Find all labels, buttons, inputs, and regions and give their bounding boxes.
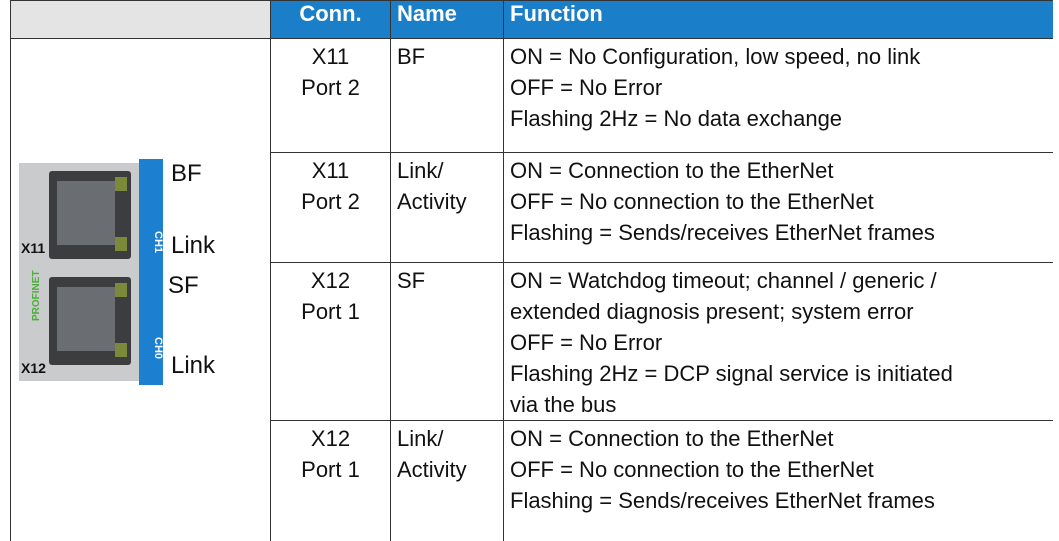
jack-led (115, 237, 127, 251)
device-image: X11 X12 PROFINET CH1 CH0 BF Link SF Link (19, 159, 216, 385)
header-row: Conn. Name Function (10, 0, 1053, 39)
image-cell: X11 X12 PROFINET CH1 CH0 BF Link SF Link (10, 38, 271, 541)
channel-label: CH1 (152, 231, 164, 253)
cell-line: Port 1 (301, 457, 360, 482)
function-cell: ON = No Configuration, low speed, no lin… (503, 38, 1053, 153)
function-cell: ON = Connection to the EtherNet OFF = No … (503, 152, 1053, 263)
cell-line: X11 (311, 44, 350, 69)
led-label: BF (171, 160, 202, 187)
jack-inner (57, 181, 115, 245)
name-cell: Link/Activity (390, 420, 504, 541)
conn-cell: X12 Port 1 (270, 420, 391, 541)
logo: PROFINET (31, 270, 42, 321)
table-row: X12 Port 1 SF ON = Watchdog timeout; channe… (11, 262, 1053, 421)
table-body: X11 X12 PROFINET CH1 CH0 BF Link SF Link X11 Port … (10, 38, 1053, 541)
led-table: Conn. Name Function X11 X12 PROFINET CH1 CH0… (10, 0, 1053, 541)
cell-line: Port 2 (301, 75, 360, 100)
port-label: X12 (21, 360, 46, 376)
name-cell: Link/Activity (390, 152, 504, 263)
cell-line: Flashing 2Hz = No data exchange (510, 106, 843, 131)
cell-line: Port 1 (301, 299, 360, 324)
cell-line: Flashing = Sends/receives EtherNet frame… (510, 220, 935, 245)
jack-inner (57, 287, 115, 351)
jack-led (115, 283, 127, 297)
cell-line: ON = Connection to the EtherNet (510, 426, 834, 451)
cell-line: SF (397, 268, 426, 293)
cell-line: ON = No Configuration, low speed, no lin… (510, 44, 921, 69)
header-cell: Function (503, 0, 1053, 39)
function-cell: ON = Connection to the EtherNet OFF = No … (503, 420, 1053, 541)
jack-led (115, 343, 127, 357)
cell-line: X12 (310, 268, 351, 293)
cell-line: X11 (311, 158, 350, 183)
cell-line: via the bus (510, 392, 617, 417)
cell-line: extended diagnosis present; system error (510, 299, 914, 324)
cell-line: Activity (397, 457, 467, 482)
header-cell: Conn. (270, 0, 391, 39)
table-wrap: Conn. Name Function X11 X12 PROFINET CH1 CH0… (10, 0, 1053, 541)
cell-line: Flashing = Sends/receives EtherNet frame… (510, 488, 935, 513)
device-strip (139, 159, 163, 385)
jack-led (115, 177, 127, 191)
conn-cell: X12 Port 1 (270, 262, 391, 421)
cell-line: Activity (397, 189, 467, 214)
cell-line: ON = Watchdog timeout; channel / generic… (510, 268, 937, 293)
channel-label: CH0 (152, 337, 164, 359)
cell-line: OFF = No connection to the EtherNet (510, 457, 874, 482)
cell-line: Port 2 (301, 189, 360, 214)
name-cell: BF (390, 38, 504, 153)
name-cell: SF (390, 262, 504, 421)
conn-cell: X11 Port 2 (270, 152, 391, 263)
cell-line: X12 (310, 426, 351, 451)
led-label: SF (168, 272, 199, 299)
table-row: X12 Port 1 Link/Activity ON = Connection to… (11, 420, 1053, 541)
led-label: Link (171, 352, 216, 379)
port-label: X11 (21, 240, 45, 256)
conn-cell: X11 Port 2 (270, 38, 391, 153)
header-blank (10, 0, 271, 39)
cell-line: BF (397, 44, 426, 69)
table-row: X11 X12 PROFINET CH1 CH0 BF Link SF Link X11 Port … (10, 38, 1053, 541)
cell-line: OFF = No Error (510, 75, 663, 100)
cell-line: OFF = No connection to the EtherNet (510, 189, 874, 214)
led-label: Link (171, 232, 216, 259)
table-row: X11 Port 2 Link/Activity ON = Connection to… (11, 152, 1053, 263)
cell-line: Link/ (397, 158, 444, 183)
cell-line: Flashing 2Hz = DCP signal service is ini… (510, 361, 953, 386)
header-cell: Name (390, 0, 504, 39)
function-cell: ON = Watchdog timeout; channel / generic… (503, 262, 1053, 421)
cell-line: ON = Connection to the EtherNet (510, 158, 834, 183)
cell-line: Link/ (397, 426, 444, 451)
cell-line: OFF = No Error (510, 330, 663, 355)
